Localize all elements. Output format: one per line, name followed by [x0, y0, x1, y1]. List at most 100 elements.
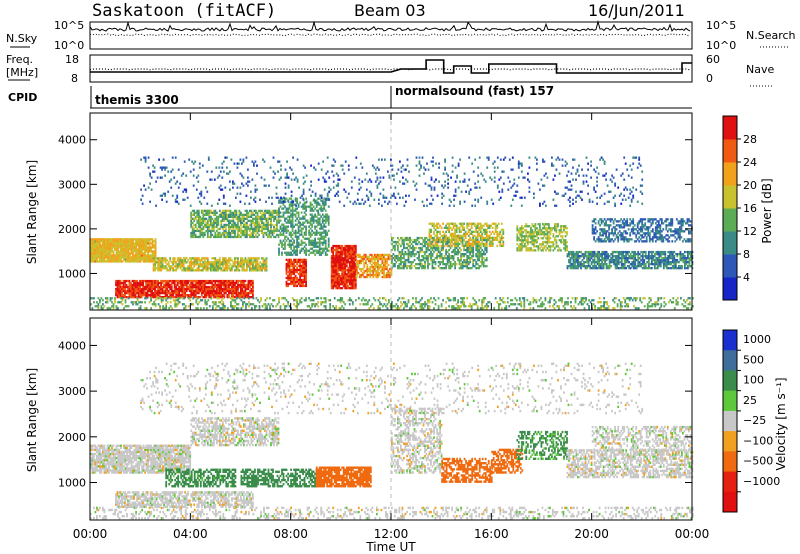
heatmap-cell [528, 249, 531, 252]
heatmap-cell [446, 238, 449, 242]
heatmap-cell [472, 244, 475, 247]
heatmap-cell [528, 235, 531, 238]
heatmap-cell [149, 283, 152, 287]
heatmap-cell [552, 245, 555, 248]
heatmap-cell [259, 229, 262, 233]
heatmap-cell [164, 257, 167, 260]
heatmap-cell [121, 287, 123, 291]
heatmap-cell [539, 223, 541, 226]
heatmap-cell [151, 260, 154, 263]
heatmap-cell [157, 279, 159, 283]
heatmap-cell [197, 211, 200, 214]
heatmap-cell [218, 259, 221, 262]
heatmap-cell [176, 281, 179, 285]
heatmap-cell [413, 259, 416, 262]
heatmap-cell [206, 291, 209, 295]
heatmap-cell [347, 285, 350, 288]
heatmap-cell [580, 267, 582, 270]
heatmap-cell [118, 281, 120, 285]
heatmap-cell [561, 237, 564, 240]
heatmap-cell [317, 219, 320, 222]
heatmap-cell [240, 283, 242, 287]
heatmap-cell [303, 249, 306, 252]
heatmap-cell [228, 225, 230, 229]
heatmap-cell [327, 217, 330, 220]
heatmap-cell [302, 270, 304, 274]
heatmap-cell [555, 225, 558, 228]
heatmap-cell [243, 285, 245, 289]
heatmap-cell [604, 259, 606, 262]
heatmap-cell [252, 257, 254, 260]
heatmap-cell [241, 219, 244, 222]
heatmap-cell [350, 277, 353, 280]
heatmap-cell [221, 219, 224, 222]
heatmap-cell [449, 222, 452, 225]
heatmap-cell [380, 263, 382, 267]
heatmap-cell [253, 209, 256, 212]
heatmap-cell [461, 224, 464, 227]
heatmap-cell [539, 227, 541, 230]
heatmap-cell [321, 209, 324, 212]
heatmap-cell [154, 250, 157, 253]
heatmap-cell [290, 225, 292, 228]
freq-left-tick-top: 18 [65, 53, 79, 66]
heatmap-cell [364, 275, 367, 279]
heatmap-cell [169, 267, 172, 270]
heatmap-cell [607, 255, 609, 258]
heatmap-cell [221, 263, 224, 266]
heatmap-cell [121, 291, 123, 295]
heatmap-cell [90, 250, 92, 253]
heatmap-cell [133, 246, 136, 249]
heatmap-cell [294, 199, 297, 202]
heatmap-cell [234, 209, 236, 212]
heatmap-cell [372, 271, 375, 275]
heatmap-cell [560, 231, 562, 234]
heatmap-cell [267, 229, 269, 233]
heatmap-cell [300, 217, 303, 220]
heatmap-cell [109, 260, 112, 263]
heatmap-cell [320, 223, 323, 226]
heatmap-cell [279, 201, 282, 204]
heatmap-cell [351, 285, 354, 288]
heatmap-cell [209, 209, 212, 212]
heatmap-cell [117, 256, 119, 259]
heatmap-cell [296, 231, 298, 234]
heatmap-cell [214, 225, 217, 229]
heatmap-cell [543, 247, 546, 250]
heatmap-cell [464, 261, 467, 264]
heatmap-cell [422, 255, 425, 258]
heatmap-cell [199, 281, 202, 285]
heatmap-cell [372, 273, 375, 277]
heatmap-cell [318, 213, 321, 216]
heatmap-cell [318, 203, 321, 206]
heatmap-cell [375, 261, 378, 265]
heatmap-cell [287, 211, 289, 214]
heatmap-cell [188, 265, 191, 268]
heatmap-cell [132, 248, 134, 251]
heatmap-cell [293, 264, 295, 268]
heatmap-cell [300, 266, 303, 270]
heatmap-cell [369, 271, 372, 275]
heatmap-cell [300, 229, 303, 232]
heatmap-cell [425, 246, 428, 250]
heatmap-cell [490, 240, 493, 243]
heatmap-cell [221, 261, 224, 264]
heatmap-cell [335, 255, 338, 258]
heatmap-cell [344, 287, 347, 290]
heatmap-cell [287, 229, 289, 232]
heatmap-cell [152, 281, 155, 285]
heatmap-cell [228, 257, 230, 260]
heatmap-cell [203, 223, 206, 227]
heatmap-cell [531, 249, 534, 252]
heatmap-cell [167, 289, 170, 293]
heatmap-cell [141, 244, 143, 247]
heatmap-cell [404, 253, 407, 256]
heatmap-cell [241, 291, 244, 295]
heatmap-cell [134, 281, 137, 285]
heatmap-cell [278, 249, 280, 252]
heatmap-cell [231, 294, 233, 297]
heatmap-cell [545, 223, 547, 226]
heatmap-cell [299, 264, 301, 268]
heatmap-cell [403, 263, 405, 266]
heatmap-cell [533, 245, 535, 248]
